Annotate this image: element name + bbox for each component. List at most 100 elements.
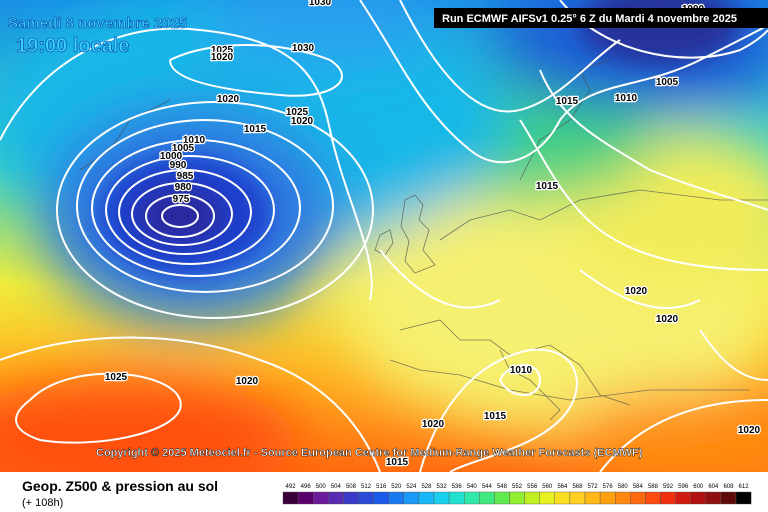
- scale-swatch: [524, 491, 540, 505]
- scale-label: 580: [618, 484, 629, 490]
- scale-swatch: [690, 491, 707, 505]
- scale-label: 600: [693, 484, 704, 490]
- scale-label: 572: [588, 484, 599, 490]
- color-scale: 492 496 500 504 508 512 516 520 524 528 532 536 540 5…: [282, 484, 752, 505]
- scale-swatch: [735, 491, 752, 505]
- scale-label: 564: [557, 484, 568, 490]
- scale-swatch: [373, 491, 389, 505]
- scale-swatch: [615, 491, 631, 505]
- copyright: Copyright © 2025 Meteociel.fr - Source E…: [96, 447, 643, 459]
- scale-label: 524: [406, 484, 417, 490]
- scale-label: 560: [542, 484, 553, 490]
- time-label: 19:00 locale: [16, 35, 129, 57]
- scale-label: 588: [648, 484, 659, 490]
- scale-swatch: [448, 491, 465, 505]
- scale-swatch: [630, 491, 646, 505]
- scale-swatch: [388, 491, 405, 505]
- map-field: 1030102510201030102010151025102010101005…: [0, 0, 768, 472]
- isobars: [0, 0, 768, 472]
- isobar-label: 1000: [160, 151, 183, 162]
- scale-swatch: [479, 491, 495, 505]
- scale-swatch: [509, 491, 525, 505]
- scale-swatch: [328, 491, 344, 505]
- isobar-label: 1020: [217, 94, 240, 105]
- isobar-label: 1020: [656, 314, 679, 325]
- scale-label: 512: [361, 484, 372, 490]
- scale-label: 508: [346, 484, 357, 490]
- scale-label: 504: [331, 484, 342, 490]
- date-label: Samedi 8 novembre 2025: [8, 15, 187, 32]
- scale-label: 548: [497, 484, 508, 490]
- isobar-label: 1030: [292, 43, 315, 54]
- scale-label: 544: [482, 484, 493, 490]
- isobar-label: 1005: [656, 77, 679, 88]
- scale-swatch: [418, 491, 435, 505]
- isobar-label: 1020: [625, 286, 648, 297]
- run-info: Run ECMWF AIFSv1 0.25° 6 Z du Mardi 4 no…: [442, 13, 737, 25]
- scale-label: 604: [708, 484, 719, 490]
- scale-label: 540: [467, 484, 478, 490]
- scale-swatch: [569, 491, 586, 505]
- scale-label: 608: [723, 484, 734, 490]
- scale-swatch: [584, 491, 601, 505]
- isobar-label: 1020: [422, 419, 445, 430]
- scale-swatch: [433, 491, 450, 505]
- product-title: Geop. Z500 & pression au sol: [22, 478, 218, 494]
- scale-swatch: [403, 491, 420, 505]
- scale-swatch: [343, 491, 359, 505]
- isobar-label: 1030: [309, 0, 332, 8]
- scale-label: 496: [301, 484, 312, 490]
- scale-swatch: [599, 491, 616, 505]
- isobar-label: 1015: [536, 181, 559, 192]
- scale-label: 612: [739, 484, 750, 490]
- isobar-label: 1010: [510, 365, 533, 376]
- isobar-label: 1015: [244, 124, 267, 135]
- isobar-label: 1015: [556, 96, 579, 107]
- scale-label: 568: [572, 484, 583, 490]
- scale-label: 528: [421, 484, 432, 490]
- isobar-label: 1020: [236, 376, 259, 387]
- scale-swatch: [675, 491, 691, 505]
- scale-label: 596: [678, 484, 689, 490]
- scale-swatch: [282, 491, 299, 505]
- forecast-hour: (+ 108h): [22, 497, 63, 509]
- scale-label: 516: [376, 484, 387, 490]
- isobar-label: 1015: [484, 411, 507, 422]
- scale-label: 552: [512, 484, 523, 490]
- scale-swatch: [645, 491, 661, 505]
- scale-swatch: [313, 491, 329, 505]
- isobar-label: 1020: [738, 425, 761, 436]
- scale-label: 584: [633, 484, 644, 490]
- scale-swatch: [358, 491, 374, 505]
- isobar-label: 1020: [291, 116, 314, 127]
- scale-swatch: [297, 491, 314, 505]
- isobar-label: 1005: [172, 143, 195, 154]
- isobar-label: 1010: [183, 135, 206, 146]
- scale-swatch: [494, 491, 510, 505]
- scale-swatch: [554, 491, 571, 505]
- isobar-label: 1025: [105, 372, 128, 383]
- isobar-label: 1010: [615, 93, 638, 104]
- scale-label: 492: [286, 484, 297, 490]
- isobar-labels: 1030102510201030102010151025102010101005…: [104, 0, 762, 469]
- scale-label: 536: [452, 484, 463, 490]
- isobar-label: 1025: [211, 45, 234, 56]
- scale-label: 520: [391, 484, 402, 490]
- scale-swatch: [464, 491, 480, 505]
- isobar-label: 1020: [211, 52, 234, 63]
- scale-swatch: [705, 491, 722, 505]
- run-box: [434, 8, 768, 28]
- scale-label: 500: [316, 484, 327, 490]
- scale-swatch: [539, 491, 556, 505]
- isobar-label: 985: [177, 171, 194, 182]
- scale-label: 592: [663, 484, 674, 490]
- scale-swatch: [720, 491, 737, 505]
- scale-label: 556: [527, 484, 538, 490]
- isobar-label: 980: [175, 182, 192, 193]
- isobar-label: 1015: [386, 457, 409, 468]
- isobar-label: 1025: [286, 107, 309, 118]
- scale-swatch: [660, 491, 676, 505]
- isobar-label: 990: [170, 160, 187, 171]
